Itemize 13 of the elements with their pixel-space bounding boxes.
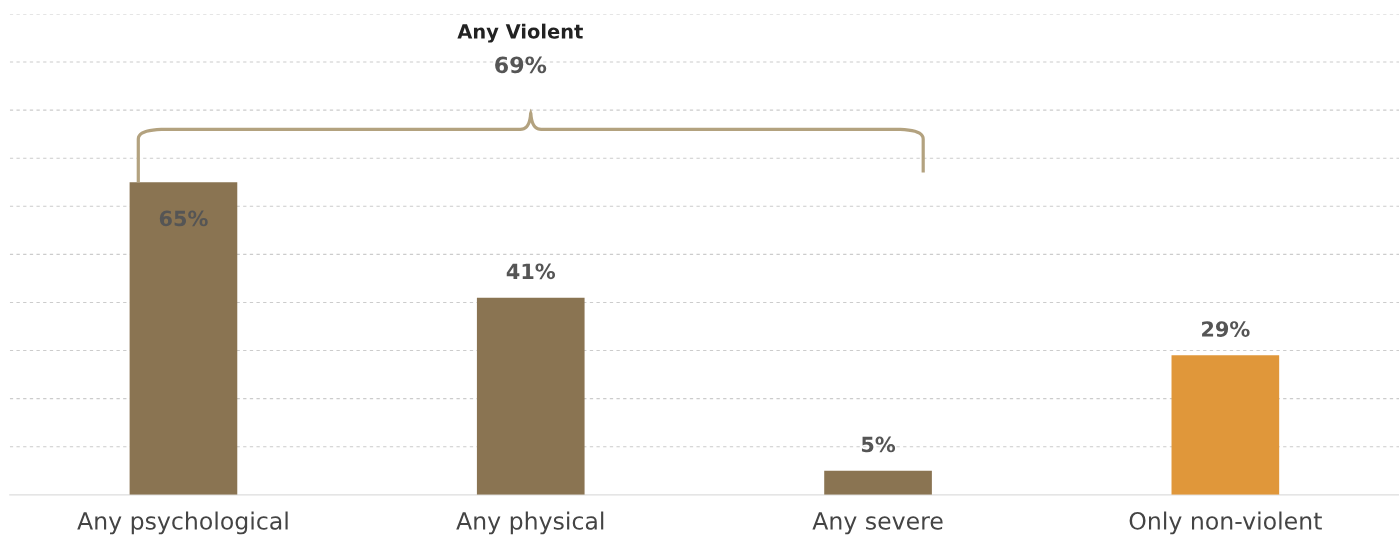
x-tick-label: Any physical — [456, 511, 604, 535]
x-tick-label: Any severe — [812, 512, 943, 535]
data-label: 41% — [506, 263, 556, 280]
x-tick-label: Any psychological — [77, 511, 288, 535]
bar — [1171, 355, 1280, 495]
annotation: Any Violent — [457, 23, 583, 43]
data-label: 29% — [1202, 321, 1250, 337]
x-tick-label: Only non-violent — [1129, 511, 1322, 535]
bar — [824, 470, 932, 495]
bar — [129, 182, 238, 495]
bar — [476, 297, 585, 495]
data-label: 5% — [861, 436, 896, 453]
annotation: 69% — [495, 56, 547, 74]
